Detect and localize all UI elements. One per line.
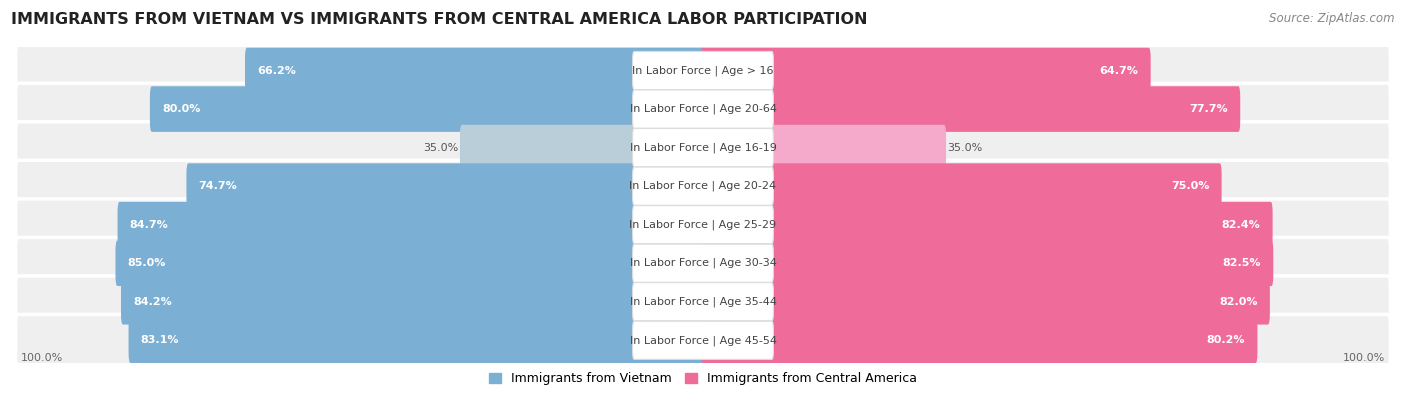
FancyBboxPatch shape (633, 128, 773, 167)
FancyBboxPatch shape (633, 244, 773, 282)
FancyBboxPatch shape (187, 163, 704, 209)
Text: In Labor Force | Age 16-19: In Labor Force | Age 16-19 (630, 142, 776, 153)
Text: 74.7%: 74.7% (198, 181, 238, 191)
Text: In Labor Force | Age 30-34: In Labor Force | Age 30-34 (630, 258, 776, 269)
Text: 80.2%: 80.2% (1206, 335, 1246, 345)
FancyBboxPatch shape (121, 279, 704, 325)
FancyBboxPatch shape (460, 125, 704, 170)
FancyBboxPatch shape (702, 202, 1272, 248)
Text: 100.0%: 100.0% (21, 353, 63, 363)
Legend: Immigrants from Vietnam, Immigrants from Central America: Immigrants from Vietnam, Immigrants from… (484, 367, 922, 390)
FancyBboxPatch shape (633, 283, 773, 321)
Text: 82.0%: 82.0% (1219, 297, 1257, 307)
FancyBboxPatch shape (15, 314, 1391, 366)
FancyBboxPatch shape (702, 86, 1240, 132)
FancyBboxPatch shape (115, 241, 704, 286)
FancyBboxPatch shape (702, 241, 1274, 286)
FancyBboxPatch shape (118, 202, 704, 248)
Text: 77.7%: 77.7% (1189, 104, 1227, 114)
Text: 85.0%: 85.0% (128, 258, 166, 268)
FancyBboxPatch shape (15, 45, 1391, 96)
FancyBboxPatch shape (702, 279, 1270, 325)
FancyBboxPatch shape (633, 167, 773, 205)
FancyBboxPatch shape (15, 160, 1391, 212)
FancyBboxPatch shape (633, 321, 773, 359)
FancyBboxPatch shape (15, 237, 1391, 289)
Text: 83.1%: 83.1% (141, 335, 180, 345)
Text: 82.4%: 82.4% (1222, 220, 1260, 229)
FancyBboxPatch shape (702, 125, 946, 170)
FancyBboxPatch shape (150, 86, 704, 132)
FancyBboxPatch shape (702, 163, 1222, 209)
Text: 84.2%: 84.2% (134, 297, 172, 307)
FancyBboxPatch shape (702, 318, 1257, 363)
Text: 84.7%: 84.7% (129, 220, 169, 229)
Text: In Labor Force | Age 20-24: In Labor Force | Age 20-24 (630, 181, 776, 192)
FancyBboxPatch shape (245, 48, 704, 93)
Text: In Labor Force | Age 45-54: In Labor Force | Age 45-54 (630, 335, 776, 346)
FancyBboxPatch shape (633, 205, 773, 244)
FancyBboxPatch shape (633, 51, 773, 90)
Text: In Labor Force | Age 25-29: In Labor Force | Age 25-29 (630, 219, 776, 230)
FancyBboxPatch shape (15, 83, 1391, 135)
FancyBboxPatch shape (128, 318, 704, 363)
Text: 80.0%: 80.0% (162, 104, 201, 114)
Text: 35.0%: 35.0% (423, 143, 458, 152)
Text: 64.7%: 64.7% (1099, 66, 1139, 75)
Text: 66.2%: 66.2% (257, 66, 297, 75)
Text: 35.0%: 35.0% (948, 143, 983, 152)
Text: 75.0%: 75.0% (1171, 181, 1209, 191)
FancyBboxPatch shape (633, 90, 773, 128)
FancyBboxPatch shape (15, 276, 1391, 327)
FancyBboxPatch shape (702, 48, 1150, 93)
Text: In Labor Force | Age 35-44: In Labor Force | Age 35-44 (630, 297, 776, 307)
FancyBboxPatch shape (15, 199, 1391, 250)
FancyBboxPatch shape (15, 122, 1391, 173)
Text: Source: ZipAtlas.com: Source: ZipAtlas.com (1270, 12, 1395, 25)
Text: IMMIGRANTS FROM VIETNAM VS IMMIGRANTS FROM CENTRAL AMERICA LABOR PARTICIPATION: IMMIGRANTS FROM VIETNAM VS IMMIGRANTS FR… (11, 12, 868, 27)
Text: In Labor Force | Age > 16: In Labor Force | Age > 16 (633, 65, 773, 76)
Text: In Labor Force | Age 20-64: In Labor Force | Age 20-64 (630, 104, 776, 114)
Text: 82.5%: 82.5% (1223, 258, 1261, 268)
Text: 100.0%: 100.0% (1343, 353, 1385, 363)
